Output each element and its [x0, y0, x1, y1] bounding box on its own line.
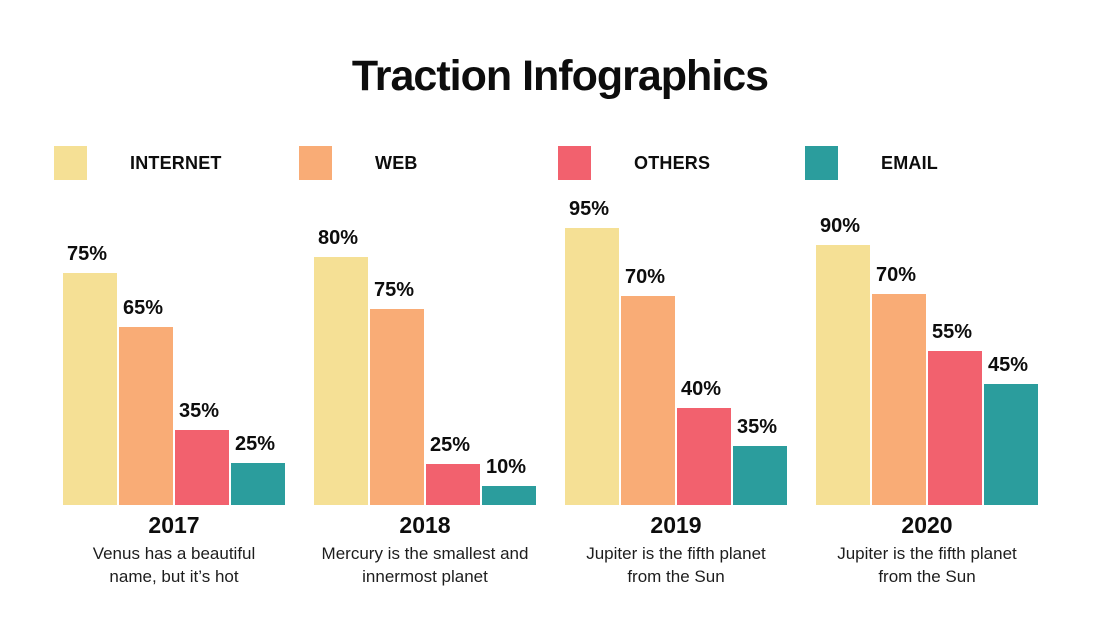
legend-swatch-others-icon [558, 146, 591, 180]
bar-others-2017 [175, 430, 229, 505]
year-label: 2019 [650, 512, 702, 538]
bar-group-2020: 90% 70% 55% 45% [816, 190, 1038, 505]
group-caption: Jupiter is the fifth planet from the Sun [586, 544, 766, 586]
bar-internet-2017 [63, 273, 117, 505]
bar-value-label: 25% [235, 433, 276, 455]
group-footer-2017: 2017 Venus has a beautiful name, but it’s… [49, 512, 299, 588]
bar-email-2017 [231, 463, 285, 505]
group-footer-2018: 2018 Mercury is the smallest and innermos… [300, 512, 550, 588]
group-caption: Mercury is the smallest and innermost pl… [321, 544, 529, 586]
group-caption: Venus has a beautiful name, but it’s hot [92, 544, 256, 586]
bar-others-2020 [928, 351, 982, 505]
legend-item-web: WEB [299, 146, 418, 180]
bar-value-label: 10% [486, 456, 527, 478]
bar-value-label: 45% [988, 354, 1029, 376]
year-label: 2017 [148, 512, 200, 538]
bar-group-2018: 80% 75% 25% 10% [314, 190, 536, 505]
legend-label-internet: INTERNET [130, 152, 222, 173]
bar-value-label: 70% [876, 264, 917, 286]
bar-value-label: 35% [179, 400, 220, 422]
legend-swatch-web-icon [299, 146, 332, 180]
bar-web-2020 [872, 294, 926, 505]
bar-web-2019 [621, 296, 675, 505]
bar-value-label: 75% [67, 243, 108, 265]
bar-internet-2019 [565, 228, 619, 505]
year-label: 2018 [399, 512, 451, 538]
bar-web-2017 [119, 327, 173, 505]
bar-value-label: 70% [625, 266, 666, 288]
bar-value-label: 95% [569, 198, 610, 220]
bar-value-label: 75% [374, 279, 415, 301]
bar-internet-2020 [816, 245, 870, 505]
legend-item-others: OTHERS [558, 146, 710, 180]
bar-value-label: 35% [737, 416, 778, 438]
bar-value-label: 25% [430, 434, 471, 456]
group-footer-2019: 2019 Jupiter is the fifth planet from the… [551, 512, 801, 588]
bar-web-2018 [370, 309, 424, 505]
bar-email-2020 [984, 384, 1038, 505]
bar-email-2019 [733, 446, 787, 505]
bar-value-label: 65% [123, 297, 164, 319]
legend-swatch-internet-icon [54, 146, 87, 180]
bar-value-label: 40% [681, 378, 722, 400]
legend-swatch-email-icon [805, 146, 838, 180]
legend-item-internet: INTERNET [54, 146, 222, 180]
legend-label-others: OTHERS [634, 152, 711, 173]
bar-internet-2018 [314, 257, 368, 505]
page-title: Traction Infographics [351, 52, 769, 100]
group-caption: Jupiter is the fifth planet from the Sun [837, 544, 1017, 586]
bar-value-label: 55% [932, 321, 973, 343]
group-footer-2020: 2020 Jupiter is the fifth planet from the… [802, 512, 1052, 588]
bar-value-label: 80% [318, 227, 359, 249]
legend-label-email: EMAIL [881, 152, 938, 173]
bar-others-2019 [677, 408, 731, 505]
bar-others-2018 [426, 464, 480, 505]
legend-item-email: EMAIL [805, 146, 938, 180]
legend-label-web: WEB [375, 152, 418, 173]
bar-group-2017: 75% 65% 35% 25% [63, 190, 285, 505]
bar-value-label: 90% [820, 215, 861, 237]
bar-email-2018 [482, 486, 536, 505]
bar-group-2019: 95% 70% 40% 35% [565, 190, 787, 505]
year-label: 2020 [901, 512, 953, 538]
